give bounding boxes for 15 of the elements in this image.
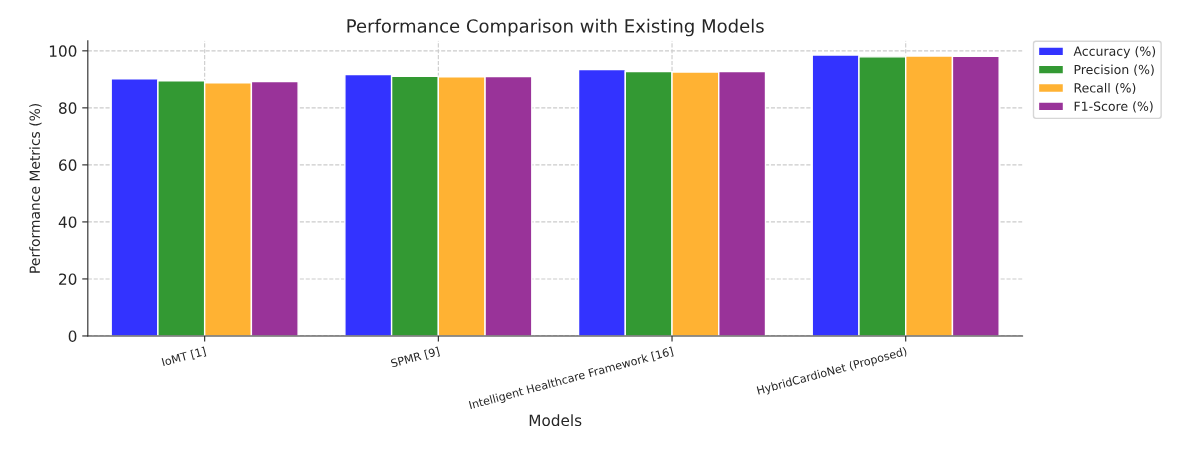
x-axis-title: Models <box>529 414 582 427</box>
legend-label: F1-Score (%) <box>1074 101 1153 113</box>
y-tick-label: 40 <box>58 216 77 228</box>
legend-label: Recall (%) <box>1074 82 1136 95</box>
legend-label: Precision (%) <box>1074 64 1154 76</box>
legend-label: Accuracy (%) <box>1073 46 1156 59</box>
y-tick-label: 0 <box>68 330 77 342</box>
y-tick-label: 60 <box>59 159 77 171</box>
x-tick-label: SPMR [9] <box>390 346 440 369</box>
y-tick-label: 100 <box>49 45 77 57</box>
y-tick-label: 80 <box>59 102 77 114</box>
x-tick-label: IoMT [1] <box>161 346 207 368</box>
y-tick-label: 20 <box>59 273 77 285</box>
chart-title: Performance Comparison with Existing Models <box>347 18 764 37</box>
y-axis-title: Performance Metrics (%) <box>29 103 42 273</box>
